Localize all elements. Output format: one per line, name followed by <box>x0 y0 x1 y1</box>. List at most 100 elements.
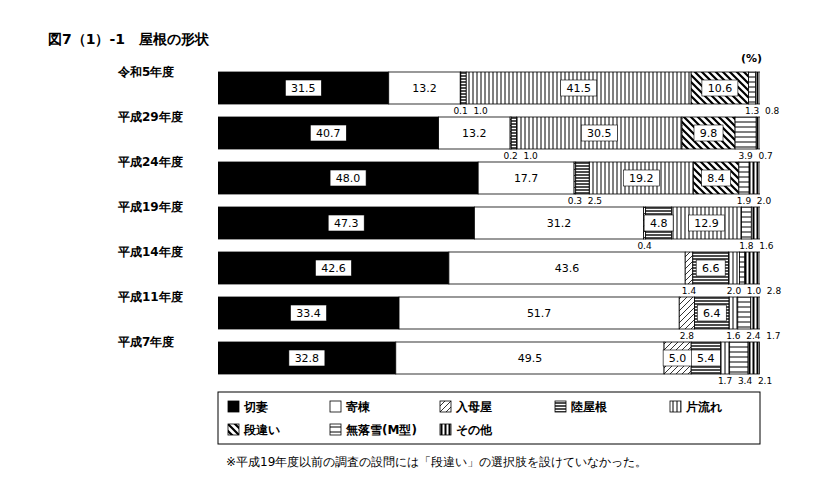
bar-segment <box>517 117 682 149</box>
bar-segment <box>751 297 760 329</box>
bar-segment <box>664 342 691 374</box>
legend-swatch <box>670 401 681 412</box>
bar-segment <box>396 342 664 374</box>
bar-segment <box>682 117 735 149</box>
bar-segment <box>729 297 738 329</box>
label-box <box>456 125 492 141</box>
data-label: 2.1 <box>758 376 772 386</box>
legend-frame <box>218 392 760 444</box>
bar-segment <box>589 162 693 194</box>
data-label: 0.7 <box>758 151 772 161</box>
bar-segment <box>466 72 691 104</box>
bar-segment <box>511 117 516 149</box>
label-box <box>512 350 548 366</box>
category-label: 平成7年度 <box>117 335 174 349</box>
bar-segment <box>218 207 474 239</box>
data-label: 2.8 <box>767 286 782 296</box>
label-box <box>581 125 617 141</box>
data-label: 31.2 <box>547 217 572 230</box>
bar-segment <box>691 342 720 374</box>
data-label: 3.4 <box>738 376 753 386</box>
bar-segment <box>449 252 685 284</box>
legend-swatch <box>228 401 239 412</box>
data-label: 41.5 <box>566 82 591 95</box>
bar-segment <box>756 117 760 149</box>
bar-segment <box>478 162 574 194</box>
legend-swatch <box>555 401 566 412</box>
data-label: 51.7 <box>527 307 552 320</box>
data-label: 12.9 <box>694 217 719 230</box>
data-label: 5.4 <box>697 352 715 365</box>
bar-segment <box>218 72 389 104</box>
label-box <box>694 125 723 141</box>
data-label: 19.2 <box>629 172 654 185</box>
legend-label: 陸屋根 <box>571 400 608 414</box>
data-label: 1.4 <box>682 286 697 296</box>
data-label: 1.0 <box>524 151 539 161</box>
data-label: 1.0 <box>747 286 762 296</box>
data-label: 0.8 <box>765 106 780 116</box>
data-label: 32.8 <box>295 352 320 365</box>
data-label: 0.3 <box>568 196 582 206</box>
legend-label: 入母屋 <box>455 400 492 414</box>
label-box <box>521 305 557 321</box>
label-box <box>663 350 692 366</box>
bar-segment <box>439 117 511 149</box>
legend-swatch <box>440 401 451 412</box>
data-label: 2.0 <box>727 286 742 296</box>
data-label: 40.7 <box>316 127 341 140</box>
legend: 切妻寄棟入母屋陸屋根片流れ段違い無落雪(M型)その他 <box>218 392 760 444</box>
data-label: 43.6 <box>555 262 580 275</box>
bar-segment <box>218 297 399 329</box>
label-box <box>541 215 577 231</box>
data-label: 0.4 <box>637 241 652 251</box>
category-label: 平成24年度 <box>117 155 183 169</box>
legend-swatch <box>330 424 341 435</box>
data-label: 3.9 <box>738 151 753 161</box>
category-label: 平成14年度 <box>117 245 183 259</box>
bar-segment <box>751 207 760 239</box>
bar-segment <box>730 342 748 374</box>
bar-segment <box>693 252 729 284</box>
data-label: 49.5 <box>518 352 543 365</box>
bar-segment <box>461 72 466 104</box>
bar-segment <box>729 252 740 284</box>
legend-label: 段違い <box>243 423 280 437</box>
data-label: 13.2 <box>462 127 487 140</box>
label-box <box>328 215 364 231</box>
label-box <box>289 350 325 366</box>
bar-segment <box>218 252 449 284</box>
data-label: 10.6 <box>708 82 733 95</box>
bar-segment <box>685 252 693 284</box>
data-label: 5.0 <box>669 352 687 365</box>
data-label: 8.4 <box>707 172 725 185</box>
bar-segment <box>576 162 590 194</box>
bar-segment <box>218 162 478 194</box>
legend-label: その他 <box>456 423 493 437</box>
data-label: 1.9 <box>737 196 752 206</box>
bar-segment <box>749 72 756 104</box>
data-label: 1.6 <box>726 331 741 341</box>
data-label: 2.8 <box>680 331 695 341</box>
label-box <box>689 215 725 231</box>
data-label: 13.2 <box>412 82 437 95</box>
bar-segment <box>749 162 760 194</box>
bar-segment <box>672 207 742 239</box>
label-box <box>310 125 346 141</box>
label-box <box>508 170 544 186</box>
data-label: 9.8 <box>700 127 718 140</box>
bar-segment <box>693 162 739 194</box>
data-label: 33.4 <box>296 307 321 320</box>
bar-segment <box>739 252 744 284</box>
bar-segment <box>218 117 439 149</box>
chart: 図7（1）-1 屋根の形状(%)31.513.241.510.60.11.01.… <box>0 0 826 490</box>
bar-segment <box>474 207 643 239</box>
bar-segment <box>745 252 760 284</box>
bar-segment <box>218 342 396 374</box>
bar-segment <box>739 162 749 194</box>
data-label: 1.7 <box>766 331 780 341</box>
legend-swatch <box>440 424 451 435</box>
bar-segment <box>694 297 729 329</box>
data-label: 6.4 <box>703 307 721 320</box>
label-box <box>623 170 659 186</box>
